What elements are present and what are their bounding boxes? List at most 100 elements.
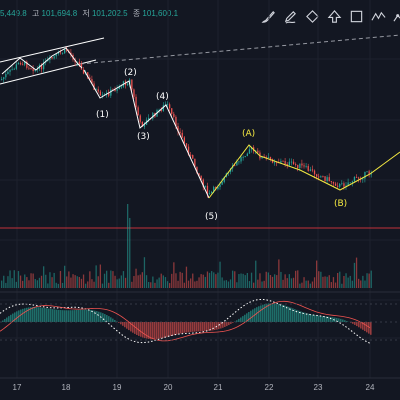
volume-bar (320, 271, 322, 288)
volume-bar (366, 273, 368, 288)
polyline-icon[interactable] (390, 6, 400, 26)
candle-body (28, 67, 30, 69)
candle-body (211, 191, 213, 193)
oscillator-histogram-bar (242, 316, 244, 322)
ohlc-low-value: 101,202.5 (91, 9, 128, 18)
candle-body (355, 176, 358, 178)
oscillator-histogram-bar (170, 322, 172, 337)
oscillator-histogram-bar (190, 322, 192, 332)
oscillator-histogram-bar (244, 314, 246, 322)
oscillator-histogram-bar (208, 322, 210, 331)
volume-bar (148, 281, 150, 288)
volume-bar (318, 271, 320, 288)
x-tick-19: 19 (113, 383, 122, 392)
oscillator-histogram-bar (314, 314, 316, 322)
arrow-up-icon[interactable] (324, 6, 344, 26)
candle-body (169, 104, 171, 109)
volume-bar (82, 274, 85, 288)
oscillator-histogram-bar (306, 313, 308, 322)
oscillator-histogram-bar (318, 315, 320, 322)
volume-bar (22, 280, 24, 288)
oscillator-histogram-bar (204, 322, 206, 332)
oscillator-histogram-bar (368, 322, 370, 334)
oscillator-histogram-bar (20, 309, 22, 322)
volume-bar (240, 273, 242, 288)
oscillator-histogram-bar (258, 306, 260, 322)
volume-bar (139, 274, 141, 288)
ohlc-high-label: 고 (31, 9, 40, 18)
oscillator-histogram-bar (308, 313, 310, 322)
oscillator-histogram-bar (250, 310, 252, 322)
candle-body (292, 161, 295, 165)
volume-bar (234, 271, 236, 288)
candle-body (221, 181, 223, 185)
candle-body (219, 184, 221, 188)
volume-bar (154, 282, 156, 288)
volume-bar (322, 276, 324, 288)
oscillator-histogram-bar (90, 310, 92, 322)
volume-bar (187, 280, 190, 288)
candle-body (181, 132, 183, 138)
candle-body (339, 183, 341, 187)
volume-bar (202, 274, 204, 288)
candle-body (183, 137, 185, 144)
volume-bar (330, 282, 332, 288)
oscillator-histogram-bar (202, 322, 204, 332)
channel-upper-line[interactable] (0, 37, 105, 63)
candle-body (368, 171, 370, 174)
volume-bar (74, 275, 76, 288)
oscillator-histogram-bar (284, 305, 286, 322)
oscillator-histogram-bar (168, 322, 170, 337)
square-icon[interactable] (346, 6, 366, 26)
oscillator-histogram-bar (346, 320, 348, 322)
volume-bar (269, 275, 272, 288)
oscillator-histogram-bar (354, 322, 356, 325)
candle-body (9, 69, 11, 72)
volume-bar (158, 277, 160, 288)
diamond-icon[interactable] (302, 6, 322, 26)
candle-body (171, 108, 173, 114)
volume-bar (313, 277, 316, 288)
volume-bar (345, 273, 347, 288)
brush-icon[interactable] (258, 6, 278, 26)
oscillator-histogram-bar (152, 322, 154, 340)
x-axis: 17 18 19 20 21 22 23 24 (13, 383, 375, 392)
oscillator-histogram-bar (30, 307, 32, 322)
candle-body (337, 185, 339, 187)
volume-bar (110, 270, 112, 288)
zigzag-icon[interactable] (368, 6, 388, 26)
volume-bar (179, 271, 181, 288)
candle-body (318, 176, 320, 178)
oscillator-histogram-bar (322, 316, 324, 322)
volume-bar (160, 273, 162, 288)
oscillator-histogram-bar (200, 322, 202, 332)
trend-dashed-line[interactable] (79, 34, 400, 65)
volume-bar (76, 276, 78, 288)
volume-bar (30, 273, 32, 288)
candle-body (351, 181, 353, 183)
oscillator-histogram-bar (64, 310, 66, 322)
candle-body (143, 124, 146, 127)
oscillator-histogram-bar (360, 322, 362, 329)
oscillator-histogram-bar (108, 316, 110, 322)
candle-body (17, 63, 20, 65)
oscillator-histogram-bar (252, 309, 254, 322)
oscillator-histogram-bar (312, 314, 314, 322)
oscillator-histogram-bar (356, 322, 358, 327)
x-tick-20: 20 (164, 383, 173, 392)
pencil-icon[interactable] (280, 6, 300, 26)
volume-bar (40, 275, 43, 288)
volume-bar (227, 281, 230, 288)
oscillator-histogram-bar (246, 313, 248, 322)
oscillator-histogram-bar (150, 322, 152, 340)
candle-body (118, 86, 120, 90)
oscillator-histogram-bar (238, 318, 240, 322)
x-tick-22: 22 (265, 383, 274, 392)
candle-body (64, 48, 66, 54)
oscillator-histogram-bar (96, 311, 98, 322)
candle-body (173, 113, 175, 117)
oscillator-histogram-bar (104, 314, 106, 322)
candle-body (34, 69, 36, 72)
wave-label-3: (3) (137, 132, 150, 142)
